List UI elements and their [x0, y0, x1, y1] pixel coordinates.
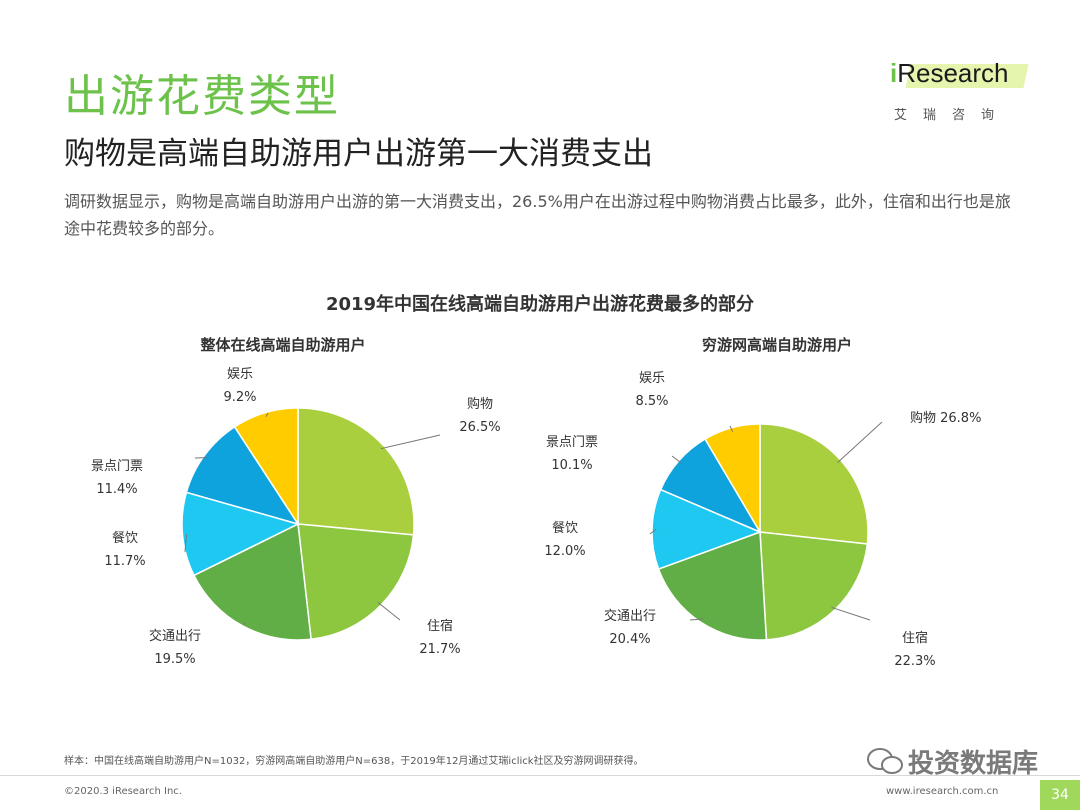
slice-label-0-1: 住宿 [427, 618, 453, 634]
pie-slice-1-5 [704, 423, 761, 535]
leader-line-1-4 [671, 455, 683, 464]
slice-label-0-5: 娱乐 [227, 367, 253, 382]
pie-slice-1-2 [657, 530, 768, 641]
slice-value-1-2: 20.4% [609, 632, 650, 647]
slice-label-1-3: 餐饮 [552, 520, 578, 536]
leader-line-1-0 [837, 421, 883, 464]
leader-line-1-3 [649, 528, 657, 535]
slice-value-1-1: 22.3% [894, 654, 935, 669]
slice-value-0-1: 21.7% [419, 642, 460, 657]
leader-line-1-1 [831, 606, 871, 621]
logo-brand: iResearch [890, 58, 1009, 89]
watermark-text: 投资数据库 [908, 749, 1039, 779]
logo-subtitle: 艾瑞咨询 [894, 108, 1011, 123]
slice-label-1-2: 交通出行 [604, 608, 656, 624]
slice-label-0-3: 餐饮 [112, 530, 138, 546]
slice-value-0-5: 9.2% [223, 390, 256, 405]
slice-label-1-1: 住宿 [902, 630, 928, 646]
logo-brand-i: i [890, 58, 898, 88]
iresearch-logo: iResearch 艾瑞咨询 [890, 58, 1040, 128]
slice-value-0-0: 26.5% [459, 420, 500, 435]
pie-slice-0-4 [185, 425, 300, 526]
pie-slice-0-3 [181, 491, 301, 577]
slice-label-0-0: 购物 [467, 396, 493, 412]
leader-line-1-2 [689, 618, 703, 621]
slice-value-0-4: 11.4% [96, 482, 137, 497]
chart-title: 2019年中国在线高端自助游用户出游花费最多的部分 [325, 294, 755, 315]
pie-slice-1-1 [759, 531, 869, 641]
description-text: 调研数据显示，购物是高端自助游用户出游的第一大消费支出，26.5%用户在出游过程… [64, 192, 1011, 238]
pie-subtitle-1: 穷游网高端自助游用户 [702, 336, 852, 354]
page-title: 出游花费类型 [64, 71, 340, 122]
slice-value-0-3: 11.7% [104, 554, 145, 569]
leader-line-0-2 [243, 622, 246, 626]
footnote: 样本：中国在线高端自助游用户N=1032，穷游网高端自助游用户N=638，于20… [64, 756, 644, 767]
slice-value-0-2: 19.5% [154, 652, 195, 667]
footer-divider [0, 775, 1080, 776]
pie-slice-0-0 [297, 407, 415, 536]
pie-subtitle-0: 整体在线高端自助游用户 [200, 336, 365, 354]
pie-slice-0-2 [192, 522, 312, 641]
leader-line-0-0 [380, 434, 441, 450]
slice-value-1-5: 8.5% [635, 394, 668, 409]
pie-slice-1-3 [651, 488, 763, 570]
leader-line-0-5 [265, 412, 269, 417]
logo-brand-rest: Research [897, 58, 1009, 88]
slice-value-1-4: 10.1% [551, 458, 592, 473]
slice-label-0-2: 交通出行 [149, 628, 201, 644]
leader-line-1-5 [729, 425, 734, 432]
leader-line-0-1 [377, 602, 401, 621]
pie-slice-1-0 [759, 423, 869, 545]
copyright: ©2020.3 iResearch Inc. [64, 786, 182, 797]
slice-value-1-3: 12.0% [544, 544, 585, 559]
slice-label-1-4: 景点门票 [546, 435, 598, 450]
website-link[interactable]: www.iresearch.com.cn [886, 786, 999, 797]
page-subtitle: 购物是高端自助游用户出游第一大消费支出 [64, 136, 653, 172]
slice-label-0-4: 景点门票 [91, 459, 143, 474]
wechat-icon [867, 748, 903, 774]
slice-label-1-5: 娱乐 [639, 371, 665, 386]
leader-line-0-3 [184, 534, 187, 553]
pie-slice-0-1 [297, 523, 415, 641]
slice-label-1-0: 购物 26.8% [910, 410, 981, 426]
pie-slice-0-5 [233, 407, 299, 527]
page-number: 34 [1040, 780, 1080, 810]
